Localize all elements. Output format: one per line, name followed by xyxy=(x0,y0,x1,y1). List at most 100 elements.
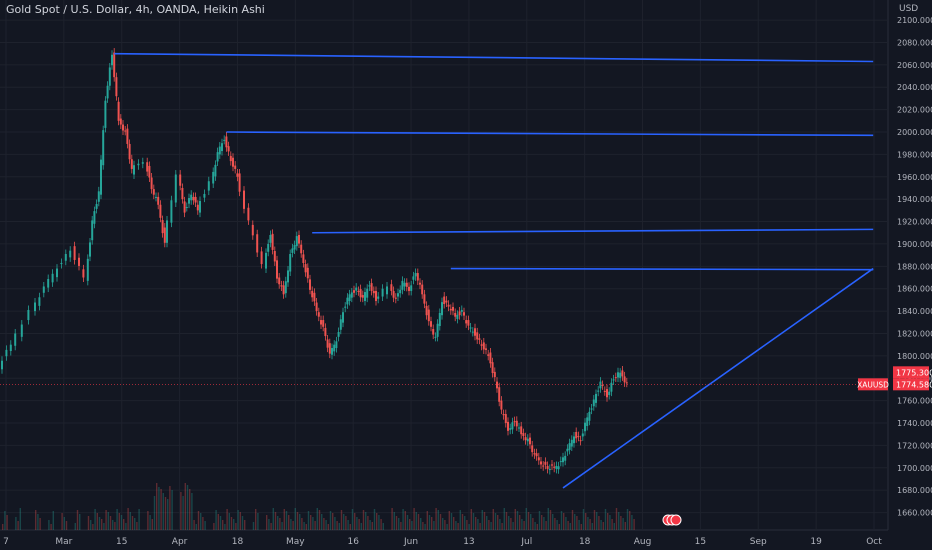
candle-body xyxy=(183,201,186,213)
volume-bar xyxy=(204,521,206,530)
volume-bar xyxy=(213,523,215,530)
volume-bar xyxy=(558,524,560,530)
candle-body xyxy=(496,381,498,389)
volume-bar xyxy=(437,510,439,530)
candle-body xyxy=(390,284,393,291)
candle-body xyxy=(353,290,355,293)
candle-body xyxy=(311,290,314,298)
volume-bar xyxy=(156,483,158,530)
volume-bar xyxy=(481,510,483,530)
candle-body xyxy=(225,136,228,148)
candle-body xyxy=(309,279,311,290)
candle-body xyxy=(293,245,296,250)
candle-body xyxy=(38,297,41,306)
candle-body xyxy=(234,165,237,169)
candle-body xyxy=(489,352,492,364)
candle-body xyxy=(181,187,184,200)
candle-body xyxy=(392,290,395,298)
candle-body xyxy=(128,143,131,160)
candle-body xyxy=(51,273,54,283)
volume-bar xyxy=(598,516,600,530)
candle-body xyxy=(540,461,542,465)
volume-bar xyxy=(277,516,279,530)
volume-bar xyxy=(428,515,431,530)
volume-bar xyxy=(197,511,200,530)
candle-body xyxy=(350,292,353,298)
volume-bar xyxy=(587,517,589,530)
x-tick-label: 13 xyxy=(463,537,474,547)
x-tick-label: 18 xyxy=(232,537,244,547)
volume-bar xyxy=(334,517,336,530)
candle-body xyxy=(553,466,556,468)
volume-bar xyxy=(118,513,120,530)
candle-body xyxy=(551,464,553,466)
candle-body xyxy=(163,227,166,243)
volume-bar xyxy=(400,522,402,530)
y-tick-label: 2020.000 xyxy=(897,106,932,115)
candle-body xyxy=(447,304,450,307)
candle-body xyxy=(511,422,514,430)
volume-bar xyxy=(274,512,277,530)
volume-bar xyxy=(356,517,358,530)
volume-bar xyxy=(149,515,151,530)
candle-body xyxy=(91,220,94,241)
y-tick-label: 1700.000 xyxy=(897,464,932,473)
volume-bar xyxy=(574,514,576,530)
volume-bar xyxy=(624,522,626,530)
candle-body xyxy=(159,204,162,218)
volume-bar xyxy=(109,516,112,530)
volume-bar xyxy=(327,524,329,530)
candle-body xyxy=(364,292,366,302)
candle-body xyxy=(227,146,230,152)
candle-body xyxy=(590,408,593,410)
candle-body xyxy=(322,320,325,327)
candle-body xyxy=(315,302,318,312)
volume-bar xyxy=(134,518,136,530)
x-tick-label: Jul xyxy=(520,537,532,547)
volume-bar xyxy=(532,518,534,530)
volume-bar xyxy=(479,523,481,530)
volume-bar xyxy=(536,524,538,530)
candle-body xyxy=(194,196,197,203)
candle-body xyxy=(47,279,50,288)
volume-bar xyxy=(281,522,283,530)
volume-bar xyxy=(345,516,347,530)
volume-bar xyxy=(312,517,314,530)
candle-body xyxy=(555,465,558,469)
volume-bar xyxy=(510,518,512,530)
volume-bar xyxy=(39,518,41,530)
candle-body xyxy=(117,101,120,121)
volume-bar xyxy=(103,523,105,530)
candle-body xyxy=(603,390,606,392)
volume-bar xyxy=(376,513,378,530)
volume-bar xyxy=(61,513,63,530)
alt-price-tag: 1775.300 xyxy=(896,368,932,377)
volume-bar xyxy=(279,518,281,530)
volume-bar xyxy=(382,523,384,530)
candle-body xyxy=(478,338,481,340)
candle-body xyxy=(339,319,342,330)
volume-bar xyxy=(94,509,96,530)
volume-bar xyxy=(131,516,134,530)
volume-bar xyxy=(433,521,435,530)
volume-bar xyxy=(373,509,376,530)
volume-bar xyxy=(52,511,54,530)
candle-body xyxy=(460,309,463,312)
x-tick-label: Oct xyxy=(866,537,882,547)
candle-body xyxy=(601,384,604,386)
volume-bar xyxy=(307,511,310,530)
candle-body xyxy=(267,243,270,252)
volume-bar xyxy=(186,485,189,530)
candle-body xyxy=(133,165,135,175)
volume-bar xyxy=(241,516,244,530)
volume-bar xyxy=(184,483,186,530)
volume-bar xyxy=(272,508,274,530)
candle-body xyxy=(9,344,12,352)
volume-bar xyxy=(266,515,268,530)
candle-body xyxy=(295,236,298,247)
candle-body xyxy=(276,260,278,279)
volume-bar xyxy=(50,524,52,530)
candle-body xyxy=(247,207,250,221)
volume-bar xyxy=(138,509,140,530)
